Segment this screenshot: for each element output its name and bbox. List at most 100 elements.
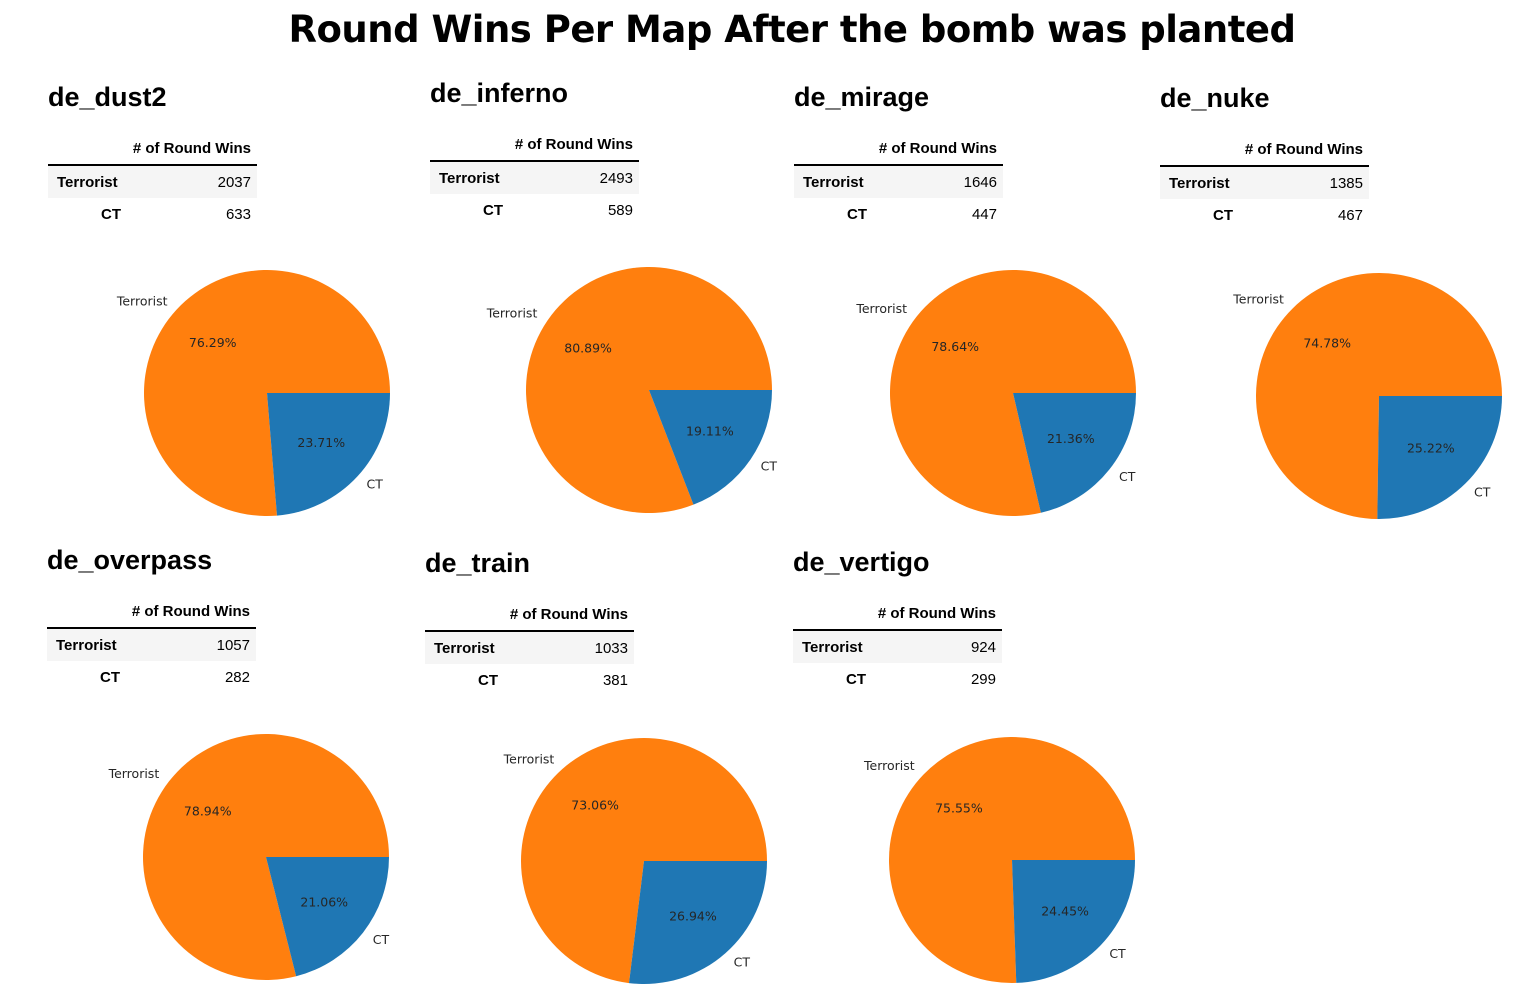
pie-slice-ct [1013,393,1136,513]
pie-slice-ct [649,390,772,505]
map-panel: de_nuke # of Round Wins Terrorist 1385 CT 467 [1160,83,1530,543]
table-row: Terrorist 1033 [425,631,634,664]
pie-percent-label: 73.06% [571,798,619,813]
round-wins-table: # of Round Wins Terrorist 1385 CT 467 [1160,138,1369,231]
round-wins-table: # of Round Wins Terrorist 2493 CT 589 [430,133,639,226]
pie-percent-label: 80.89% [564,340,612,355]
table-header-blank [793,602,872,631]
map-panel: de_dust2 # of Round Wins Terrorist 2037 CT 63… [48,82,418,542]
round-wins-table: # of Round Wins Terrorist 1057 CT 282 [47,600,256,693]
table-header-blank [47,600,126,629]
round-wins-table: # of Round Wins Terrorist 1033 CT 381 [425,603,634,696]
row-label: CT [100,668,120,686]
row-label: Terrorist [794,165,873,198]
table-row: Terrorist 924 [793,630,1002,663]
row-count: 282 [224,668,250,686]
pie-slice-ct [266,857,389,977]
row-count: 1033 [504,631,634,664]
map-title: de_vertigo [793,547,930,577]
pie-percent-label: 75.55% [935,801,983,816]
pie-percent-label: 26.94% [669,908,717,923]
pie-percent-label: 23.71% [297,435,345,450]
table-header: # of Round Wins [509,133,639,162]
map-title: de_train [425,548,531,578]
table-header-blank [430,133,509,162]
map-title: de_nuke [1160,83,1270,113]
row-label: CT [483,201,503,219]
row-count: 1057 [126,628,256,661]
pie-category-label: Terrorist [108,766,160,781]
row-count: 447 [971,205,997,223]
map-title: de_inferno [430,78,569,108]
pie-category-label: CT [1474,484,1491,499]
table-row: CT 381 [425,664,634,696]
row-label: CT [478,671,498,689]
pie-chart: 80.89% Terrorist 19.11% CT [486,266,777,513]
pie-slice-terrorist [888,736,1135,983]
pie-chart: 74.78% Terrorist 25.22% CT [1232,272,1502,519]
table-row: CT 282 [47,661,256,693]
row-label: CT [846,670,866,688]
table-row: Terrorist 1385 [1160,166,1369,199]
table-header: # of Round Wins [127,137,257,166]
table-header: # of Round Wins [126,600,256,629]
pie-category-label: Terrorist [503,752,555,767]
pie-percent-label: 25.22% [1407,441,1455,456]
row-count: 299 [970,670,996,688]
pie-chart: 75.55% Terrorist 24.45% CT [863,736,1135,983]
pie-percent-label: 21.36% [1047,431,1095,446]
pie-category-label: CT [373,932,390,947]
pie-percent-label: 76.29% [189,335,237,350]
pie-slice-terrorist [1256,272,1502,519]
pie-percent-label: 24.45% [1041,903,1089,918]
pie-chart: 78.64% Terrorist 21.36% CT [855,270,1136,516]
pie-chart: 73.06% Terrorist 26.94% CT [503,738,767,984]
round-wins-table: # of Round Wins Terrorist 2037 CT 633 [48,137,257,230]
table-row: CT 447 [794,198,1003,230]
row-count: 589 [607,201,633,219]
map-title: de_dust2 [48,82,167,112]
pie-category-label: CT [1119,469,1136,484]
pie-slice-ct [267,393,390,516]
map-title: de_overpass [47,545,213,575]
pie-chart: 76.29% Terrorist 23.71% CT [116,269,390,516]
pie-category-label: CT [761,458,778,473]
row-count: 2037 [127,165,257,198]
pie-category-label: Terrorist [855,301,907,316]
pie-percent-label: 21.06% [300,894,348,909]
row-label: Terrorist [793,630,872,663]
map-panel: de_overpass # of Round Wins Terrorist 1057 C… [47,545,417,1005]
pie-category-label: CT [366,477,383,492]
row-label: CT [101,205,121,223]
row-label: Terrorist [47,628,126,661]
pie-category-label: CT [734,954,751,969]
row-count: 2493 [509,161,639,194]
pie-percent-label: 19.11% [686,424,734,439]
pie-percent-label: 78.94% [184,804,232,819]
table-header-blank [48,137,127,166]
table-header-blank [1160,138,1239,167]
row-count: 1646 [873,165,1003,198]
map-panel: de_mirage # of Round Wins Terrorist 1646 CT 4… [794,82,1164,542]
pie-slice-ct [1012,860,1135,983]
table-header: # of Round Wins [873,137,1003,166]
pie-percent-label: 78.64% [931,339,979,354]
table-row: Terrorist 2037 [48,165,257,198]
map-panel: de_inferno # of Round Wins Terrorist 2493 CT… [430,78,800,538]
table-row: CT 589 [430,194,639,226]
table-header: # of Round Wins [504,603,634,632]
table-row: Terrorist 1646 [794,165,1003,198]
row-label: Terrorist [48,165,127,198]
row-count: 633 [225,205,251,223]
pie-slice-ct [629,861,767,984]
row-label: Terrorist [1160,166,1239,199]
table-row: CT 467 [1160,199,1369,231]
round-wins-table: # of Round Wins Terrorist 1646 CT 447 [794,137,1003,230]
page-title: Round Wins Per Map After the bomb was pl… [288,8,1296,51]
row-label: CT [1213,206,1233,224]
row-label: Terrorist [430,161,509,194]
pie-slice-terrorist [889,270,1136,516]
row-count: 467 [1337,206,1363,224]
table-row: CT 633 [48,198,257,230]
row-label: Terrorist [425,631,504,664]
